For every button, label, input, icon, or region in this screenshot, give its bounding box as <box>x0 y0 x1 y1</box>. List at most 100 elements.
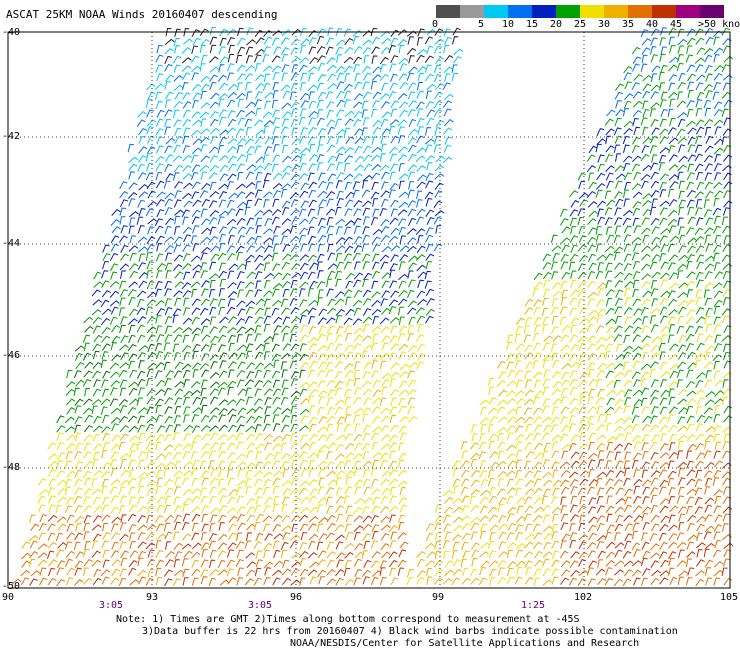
wind-barb <box>668 64 678 72</box>
wind-barb <box>137 415 145 424</box>
wind-barb <box>722 379 729 388</box>
wind-barb <box>587 396 595 405</box>
wind-barb <box>633 495 642 504</box>
wind-barb <box>686 541 694 550</box>
wind-barb <box>263 199 270 208</box>
wind-barb <box>650 514 660 523</box>
wind-barb <box>200 288 209 297</box>
wind-barb <box>334 387 342 396</box>
wind-barb <box>317 344 328 352</box>
wind-barb <box>606 524 615 533</box>
wind-barb <box>370 560 380 569</box>
wind-barb <box>163 352 172 361</box>
wind-barb <box>533 461 543 470</box>
wind-barb <box>127 192 138 199</box>
wind-barb <box>345 514 354 523</box>
wind-barb <box>489 524 499 532</box>
wind-barb <box>694 389 705 396</box>
wind-barb <box>705 461 715 469</box>
wind-barb <box>631 530 639 540</box>
wind-barb <box>506 549 513 559</box>
wind-barb <box>235 441 244 450</box>
wind-barb <box>704 297 712 306</box>
wind-barb <box>425 198 433 207</box>
wind-barb <box>533 324 542 333</box>
wind-barb <box>694 497 703 506</box>
wind-barb <box>317 460 328 468</box>
wind-barb <box>488 514 498 522</box>
wind-barb <box>164 487 174 496</box>
wind-barb <box>705 426 716 433</box>
wind-barb <box>345 199 354 208</box>
wind-barb <box>182 262 192 270</box>
wind-barb <box>254 351 264 360</box>
wind-barb <box>596 534 607 542</box>
wind-barb <box>138 208 146 217</box>
wind-barb <box>191 316 200 325</box>
wind-barb <box>120 316 128 325</box>
wind-barb <box>336 135 343 145</box>
wind-barb <box>236 495 244 504</box>
wind-barb <box>668 209 678 217</box>
wind-barb <box>685 405 694 415</box>
wind-barb <box>181 209 190 218</box>
wind-barb <box>451 550 458 559</box>
wind-barb <box>586 567 594 576</box>
wind-barb <box>191 45 199 54</box>
wind-barb <box>181 558 189 567</box>
wind-barb <box>407 370 415 379</box>
wind-barb <box>146 162 154 171</box>
wind-barb <box>704 282 714 290</box>
wind-barb <box>416 37 423 46</box>
wind-barb <box>236 415 245 424</box>
wind-barb <box>633 485 640 495</box>
wind-barb <box>525 450 535 459</box>
wind-barb <box>713 119 724 127</box>
wind-barb <box>588 262 597 271</box>
wind-barb <box>336 72 345 81</box>
wind-barb <box>127 513 137 522</box>
wind-barb <box>101 450 108 459</box>
wind-barb <box>227 452 236 460</box>
wind-barb <box>380 118 389 128</box>
wind-barb <box>542 558 550 567</box>
wind-barb <box>677 352 687 360</box>
wind-barb <box>227 53 235 63</box>
wind-barb <box>182 577 189 586</box>
wind-barb <box>155 559 165 568</box>
wind-barb <box>362 135 371 144</box>
wind-barb <box>208 273 219 280</box>
wind-barb <box>308 216 318 225</box>
wind-barb <box>217 216 225 225</box>
wind-barb <box>165 91 174 100</box>
wind-barb <box>236 64 246 72</box>
wind-barb <box>624 397 632 406</box>
wind-barb <box>272 396 281 405</box>
wind-barb <box>199 44 206 54</box>
wind-barb <box>119 541 127 550</box>
wind-barb <box>372 253 380 262</box>
wind-barb <box>345 351 354 360</box>
wind-barb <box>362 216 370 225</box>
wind-barb <box>686 199 695 208</box>
wind-barb <box>496 406 506 415</box>
wind-barb <box>146 488 155 497</box>
wind-barb <box>147 218 158 225</box>
wind-barb <box>705 90 713 99</box>
colorbar-swatch <box>460 5 484 18</box>
wind-barb <box>704 255 715 262</box>
wind-barb <box>316 406 325 416</box>
wind-barb <box>713 569 724 577</box>
wind-barb <box>507 408 517 415</box>
wind-barb <box>173 514 182 523</box>
wind-barb <box>109 459 118 468</box>
wind-barb <box>228 460 236 470</box>
wind-barb <box>317 62 326 72</box>
wind-barb <box>156 425 166 433</box>
wind-barb <box>218 414 226 423</box>
wind-barb <box>73 541 81 551</box>
wind-barb <box>192 396 201 405</box>
wind-barb <box>244 261 251 270</box>
wind-barb <box>74 460 83 469</box>
wind-barb <box>551 550 560 559</box>
